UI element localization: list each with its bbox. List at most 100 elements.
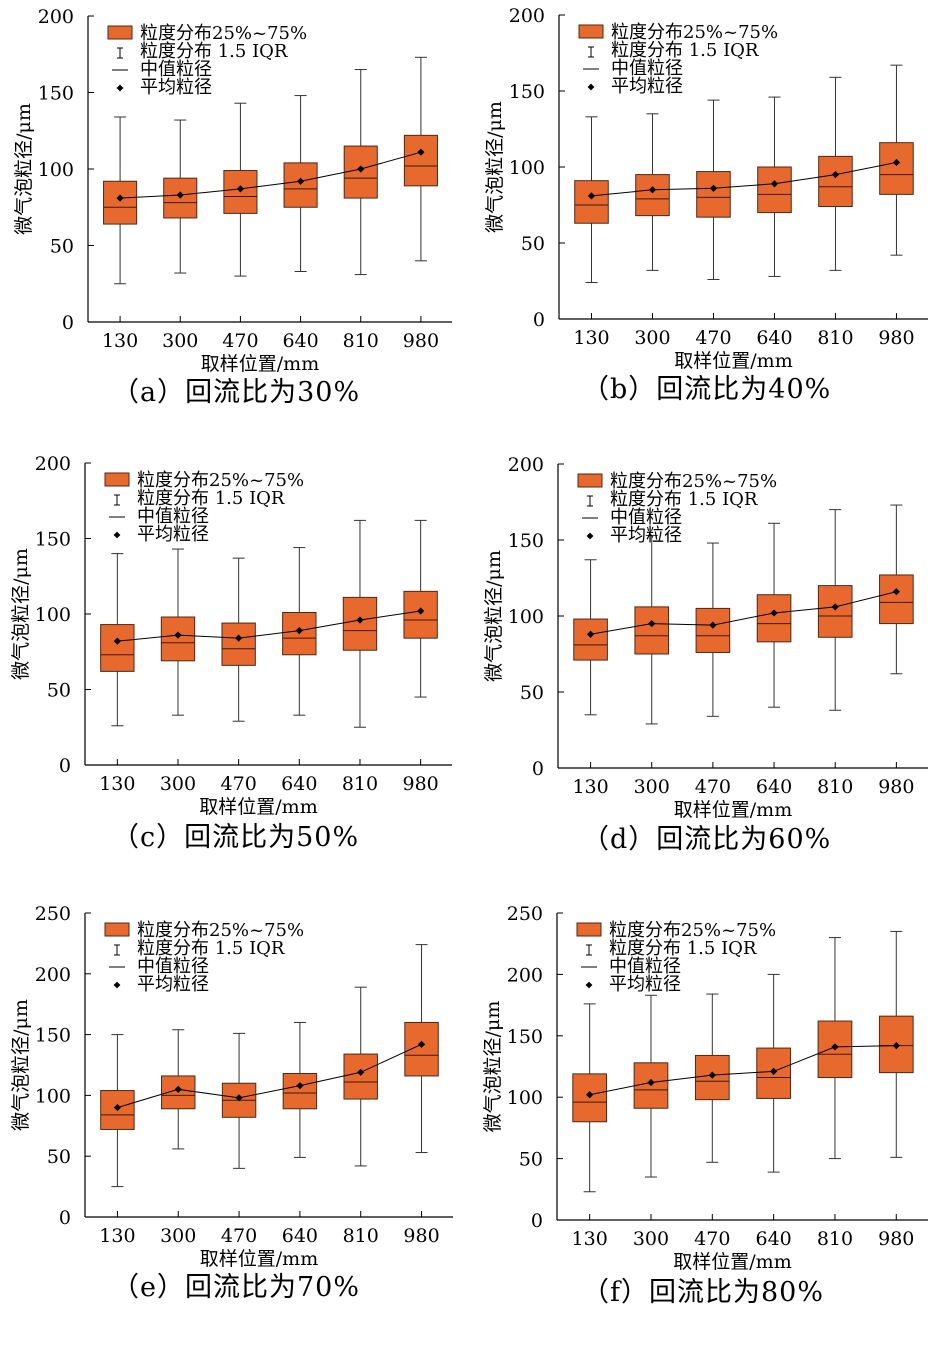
mean-point bbox=[417, 607, 425, 615]
x-axis-label: 取样位置/mm bbox=[199, 796, 317, 818]
legend-mean-label: 平均粒径 bbox=[610, 525, 682, 546]
x-tick-label: 640 bbox=[282, 330, 318, 352]
legend-box-swatch bbox=[104, 922, 130, 937]
mean-line bbox=[120, 151, 422, 199]
iqr-box bbox=[100, 624, 135, 672]
iqr-box bbox=[696, 171, 731, 218]
legend-box-swatch bbox=[578, 24, 604, 39]
x-tick-label: 640 bbox=[282, 1225, 318, 1247]
iqr-box bbox=[403, 134, 438, 187]
legend-mean-swatch bbox=[113, 531, 121, 539]
mean-point bbox=[831, 171, 840, 179]
iqr-box bbox=[695, 607, 731, 653]
mean-point bbox=[587, 192, 596, 200]
x-tick-label: 810 bbox=[342, 773, 378, 795]
mean-line bbox=[117, 1043, 422, 1109]
mean-point bbox=[417, 1040, 426, 1048]
x-tick-label: 810 bbox=[817, 776, 853, 798]
iqr-box bbox=[634, 606, 670, 655]
y-axis-label: 微气泡粒径/μm bbox=[10, 999, 32, 1131]
mean-point bbox=[174, 1085, 182, 1093]
x-tick-label: 470 bbox=[695, 327, 731, 349]
iqr-box bbox=[282, 1073, 318, 1110]
chart-panel-c: 0 50 100 150 200 130 300 470 640 810 980 取样位置/mm 微气泡… bbox=[10, 453, 452, 818]
legend-box-label: 粒度分布25%~75% bbox=[611, 22, 778, 43]
legend-whisker-label: 粒度分布 1.5 IQR bbox=[611, 40, 759, 61]
y-tick-label: 50 bbox=[520, 682, 544, 704]
legend-box-label: 粒度分布25%~75% bbox=[137, 920, 304, 941]
mean-point bbox=[586, 630, 595, 638]
x-tick-label: 980 bbox=[878, 327, 914, 349]
legend-median-label: 中值粒径 bbox=[137, 956, 209, 977]
y-tick-label: 0 bbox=[533, 309, 545, 331]
y-tick-label: 150 bbox=[35, 529, 71, 551]
x-tick-label: 300 bbox=[160, 773, 196, 795]
iqr-box bbox=[635, 174, 670, 217]
legend-mean-swatch bbox=[587, 83, 595, 91]
legend-median-label: 中值粒径 bbox=[609, 956, 681, 977]
x-tick-label: 640 bbox=[755, 1228, 791, 1250]
mean-point bbox=[892, 588, 900, 596]
iqr-box bbox=[103, 180, 138, 225]
mean-point bbox=[235, 634, 243, 642]
chart-panel-f: 0 50 100 150 200 250 130 300 470 640 810 980 取样位置/mm… bbox=[482, 903, 928, 1273]
mean-point bbox=[892, 158, 901, 167]
mean-point bbox=[648, 620, 656, 628]
mean-point bbox=[647, 1078, 655, 1087]
x-axis-label: 取样位置/mm bbox=[673, 1251, 791, 1273]
mean-point bbox=[770, 1067, 778, 1076]
iqr-box bbox=[756, 594, 792, 643]
x-tick-label: 470 bbox=[221, 773, 257, 795]
y-tick-label: 150 bbox=[38, 83, 74, 105]
x-tick-label: 470 bbox=[221, 1225, 257, 1247]
x-tick-label: 980 bbox=[403, 1225, 439, 1247]
panel-caption: （d）回流比为60% bbox=[582, 824, 832, 855]
y-tick-label: 50 bbox=[521, 233, 545, 255]
iqr-box bbox=[879, 142, 914, 195]
x-tick-label: 640 bbox=[281, 773, 317, 795]
y-tick-label: 100 bbox=[35, 1085, 71, 1107]
panel-caption: （e）回流比为70% bbox=[112, 1272, 360, 1303]
legend-mean-label: 平均粒径 bbox=[611, 76, 683, 97]
iqr-box bbox=[283, 162, 318, 208]
mean-point bbox=[295, 627, 303, 635]
y-tick-label: 200 bbox=[507, 964, 543, 986]
legend-mean-label: 平均粒径 bbox=[137, 974, 209, 995]
legend-whisker-label: 粒度分布 1.5 IQR bbox=[140, 41, 288, 62]
x-axis-label: 取样位置/mm bbox=[200, 1248, 318, 1270]
iqr-box bbox=[403, 590, 438, 639]
y-tick-label: 200 bbox=[38, 6, 74, 28]
legend-box-label: 粒度分布25%~75% bbox=[140, 23, 307, 44]
iqr-box bbox=[221, 622, 256, 666]
panel-caption: （c）回流比为50% bbox=[112, 822, 360, 853]
x-tick-label: 300 bbox=[162, 330, 198, 352]
mean-point bbox=[648, 186, 657, 194]
legend-median-label: 中值粒径 bbox=[140, 59, 212, 80]
panel-caption: （b）回流比为40% bbox=[582, 374, 832, 405]
x-axis-label: 取样位置/mm bbox=[674, 350, 792, 372]
y-tick-label: 50 bbox=[47, 1146, 71, 1168]
y-tick-label: 200 bbox=[35, 964, 71, 986]
legend-whisker-label: 粒度分布 1.5 IQR bbox=[609, 938, 757, 959]
x-tick-label: 810 bbox=[343, 1225, 379, 1247]
legend-median-label: 中值粒径 bbox=[137, 506, 209, 527]
mean-point bbox=[770, 609, 778, 617]
y-axis-label: 微气泡粒径/μm bbox=[484, 101, 506, 233]
chart-panel-a: 0 50 100 150 200 130 300 470 640 810 980 取样位置/mm 微气泡… bbox=[13, 6, 452, 375]
y-tick-label: 50 bbox=[47, 680, 71, 702]
mean-line bbox=[117, 610, 421, 642]
mean-line bbox=[590, 591, 897, 635]
x-tick-label: 980 bbox=[878, 1228, 914, 1250]
legend-mean-label: 平均粒径 bbox=[140, 77, 212, 98]
mean-line bbox=[591, 161, 897, 197]
iqr-box bbox=[817, 585, 853, 638]
y-axis-label: 微气泡粒径/μm bbox=[13, 103, 35, 235]
iqr-box bbox=[574, 180, 609, 224]
x-tick-label: 640 bbox=[756, 327, 792, 349]
x-tick-label: 300 bbox=[634, 327, 670, 349]
x-tick-label: 810 bbox=[817, 1228, 853, 1250]
